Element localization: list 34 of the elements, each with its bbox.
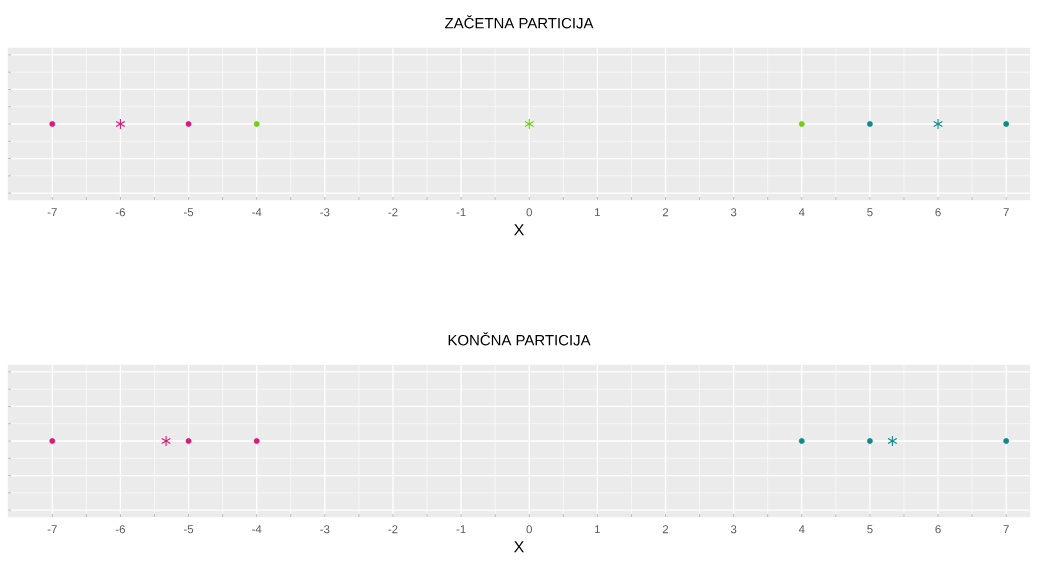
x-tick-label: 0 bbox=[526, 525, 532, 534]
x-tick-label: -3 bbox=[320, 525, 330, 534]
x-tick-label: 2 bbox=[662, 208, 669, 217]
x-tick-label: 3 bbox=[730, 525, 737, 534]
x-tick-label: 6 bbox=[935, 525, 941, 534]
x-tick-label: 5 bbox=[867, 208, 873, 217]
x-tick-label: 3 bbox=[730, 208, 737, 217]
x-tick-label: -2 bbox=[388, 208, 398, 217]
x-tick-label: 1 bbox=[595, 208, 600, 217]
x-tick-label: -2 bbox=[388, 525, 398, 534]
x-tick-label: 1 bbox=[595, 525, 600, 534]
x-tick-label: 7 bbox=[1003, 525, 1009, 534]
x-tick-label: -1 bbox=[456, 525, 466, 534]
x-axis-title: X bbox=[514, 224, 524, 236]
x-tick-label: -5 bbox=[183, 525, 194, 534]
x-tick-label: -5 bbox=[183, 208, 194, 217]
x-tick-label: 4 bbox=[798, 208, 805, 217]
x-tick-label: -3 bbox=[320, 208, 330, 217]
x-tick-label: 0 bbox=[526, 208, 532, 217]
x-tick-label: 6 bbox=[935, 208, 941, 217]
x-tick-label: 2 bbox=[662, 525, 669, 534]
x-tick-label: 7 bbox=[1003, 208, 1009, 217]
x-axis-title: X bbox=[514, 541, 524, 553]
x-tick-label: -7 bbox=[47, 208, 57, 217]
x-tick-label: -7 bbox=[47, 525, 57, 534]
x-tick-label: -6 bbox=[115, 208, 125, 217]
x-tick-label: 4 bbox=[798, 525, 805, 534]
x-tick-label: -4 bbox=[252, 208, 262, 217]
chart-title: ZAČETNA PARTICIJA bbox=[445, 15, 594, 29]
chart-title: KONČNA PARTICIJA bbox=[448, 332, 591, 346]
x-tick-label: 5 bbox=[867, 525, 873, 534]
x-tick-label: -4 bbox=[252, 525, 262, 534]
x-tick-label: -1 bbox=[456, 208, 466, 217]
x-tick-label: -6 bbox=[115, 525, 125, 534]
